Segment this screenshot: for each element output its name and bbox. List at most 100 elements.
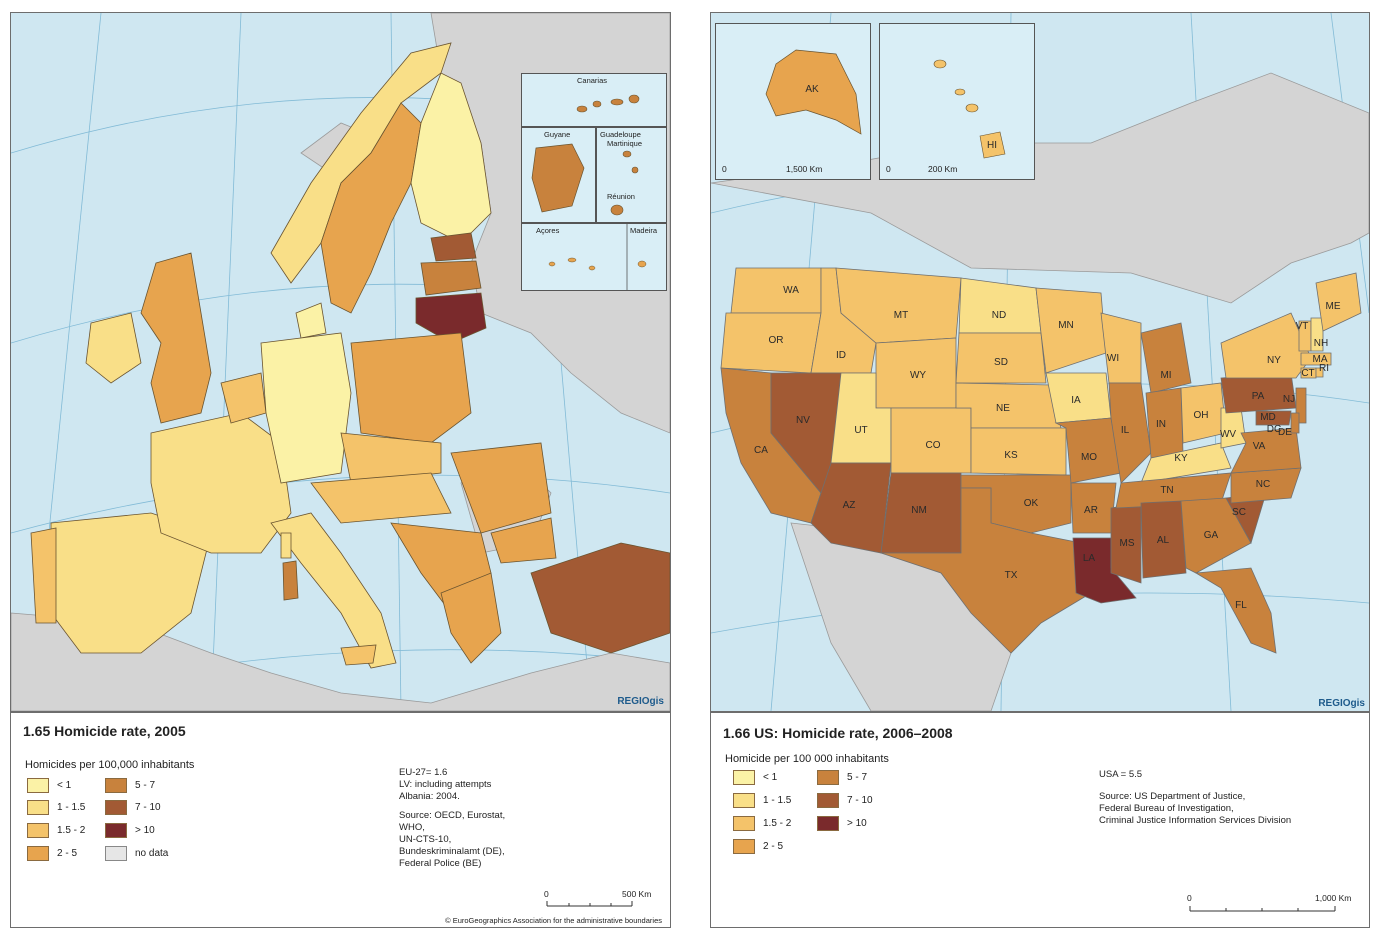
us-legend-item: 1.5 - 2	[733, 815, 791, 831]
us-source-line: Criminal Justice Information Services Di…	[1099, 815, 1292, 826]
state-label-ut: UT	[854, 425, 867, 436]
hi-scale-start: 0	[886, 164, 891, 174]
state-label-vt: VT	[1296, 321, 1309, 332]
state-label-wv: WV	[1220, 429, 1236, 440]
eu-legend-item: < 1	[27, 777, 71, 793]
state-label-il: IL	[1121, 425, 1130, 436]
region-romania	[450, 442, 552, 534]
us-legend-label: 2 - 5	[763, 840, 784, 852]
eu-legend-label: 1.5 - 2	[57, 824, 86, 836]
us-swatch	[733, 769, 755, 785]
state-region-nd	[958, 277, 1042, 334]
state-region-ct	[1300, 367, 1317, 379]
eu-note-line: EU-27= 1.6	[399, 767, 448, 778]
region-uk	[140, 252, 212, 424]
alaska-state	[765, 49, 862, 135]
eu-legend-label: > 10	[135, 824, 155, 836]
eu-swatch	[105, 799, 127, 815]
eu-legend-item: 1.5 - 2	[27, 822, 85, 838]
us-scale-bar: 0 1,000 Km	[1187, 893, 1367, 915]
us-scale-start: 0	[1187, 893, 1192, 903]
state-label-mn: MN	[1058, 320, 1074, 331]
state-label-ms: MS	[1120, 538, 1135, 549]
us-legend-item: 1 - 1.5	[733, 792, 791, 808]
us-legend-label: 7 - 10	[847, 794, 873, 806]
state-label-ok: OK	[1024, 498, 1039, 509]
inset-hawaii: HI 0 200 Km	[879, 23, 1035, 180]
region-finland	[410, 72, 492, 244]
state-region-ga	[1180, 497, 1252, 574]
eu-legend-label: no data	[135, 847, 169, 859]
state-label-mi: MI	[1160, 370, 1171, 381]
state-label-ga: GA	[1204, 530, 1219, 541]
state-label-ks: KS	[1004, 450, 1018, 461]
eu-swatch	[27, 777, 49, 793]
state-region-me	[1315, 272, 1362, 332]
us-states-layer	[720, 267, 1362, 654]
eu-swatch	[27, 845, 49, 861]
us-swatch	[817, 815, 839, 831]
state-label-ct: CT	[1301, 368, 1314, 379]
us-legend-item: < 1	[733, 769, 777, 785]
state-label-mt: MT	[894, 310, 908, 321]
inset-label-acores: Açores	[536, 226, 560, 235]
state-label-ny: NY	[1267, 355, 1281, 366]
state-label-oh: OH	[1194, 410, 1209, 421]
region-estonia	[430, 232, 477, 262]
us-swatch	[817, 769, 839, 785]
eu-legend-box: 1.65 Homicide rate, 2005 Homicides per 1…	[10, 712, 671, 928]
state-region-fl	[1194, 567, 1277, 654]
eu-map-panel: Canarias Guyane Guadeloupe Martinique Ré…	[10, 12, 671, 712]
state-label-wy: WY	[910, 370, 926, 381]
state-label-dc: DC	[1267, 424, 1281, 435]
eu-legend-label: 2 - 5	[57, 847, 78, 859]
eu-regiogis-logo: REGIOgis	[617, 696, 664, 707]
us-legend-label: 1 - 1.5	[763, 794, 792, 806]
us-legend-label: > 10	[847, 817, 867, 829]
eu-source-line: Source: OECD, Eurostat,	[399, 810, 506, 821]
region-latvia	[420, 260, 482, 296]
inset-label-martinique: Martinique	[607, 139, 643, 148]
us-legend-label: < 1	[763, 771, 778, 783]
region-france	[150, 412, 292, 554]
state-label-nh: NH	[1314, 338, 1328, 349]
state-region-ky	[1140, 442, 1232, 484]
state-label-co: CO	[926, 440, 941, 451]
region-denmark	[295, 302, 327, 339]
region-greece	[440, 572, 502, 664]
us-source: Source: US Department of Justice, Federa…	[1099, 791, 1291, 827]
eu-swatch	[105, 845, 127, 861]
state-region-wi	[1100, 312, 1142, 384]
state-label-hi: HI	[987, 140, 997, 151]
eu-legend-item: no data	[105, 845, 168, 861]
state-region-md	[1255, 410, 1292, 426]
us-source-line: Federal Bureau of Investigation,	[1099, 803, 1234, 814]
state-region-nh	[1310, 317, 1324, 352]
state-label-me: ME	[1326, 301, 1341, 312]
state-label-nm: NM	[911, 505, 927, 516]
state-label-ar: AR	[1084, 505, 1098, 516]
state-label-ia: IA	[1071, 395, 1081, 406]
inset-canarias: Canarias	[521, 73, 667, 127]
state-region-va	[1230, 427, 1302, 474]
eu-source-line: Federal Police (BE)	[399, 858, 482, 869]
region-austria-hu	[310, 472, 452, 524]
us-scale-end: 1,000 Km	[1315, 893, 1352, 903]
eu-swatch	[27, 799, 49, 815]
state-label-md: MD	[1260, 412, 1276, 423]
region-sardinia	[282, 560, 299, 601]
us-notes: USA = 5.5	[1099, 769, 1143, 780]
state-label-mo: MO	[1081, 452, 1097, 463]
state-region-il	[1108, 382, 1152, 484]
state-label-id: ID	[836, 350, 846, 361]
us-map: WA OR CA ID NV MT WY UT AZ CO NM ND SD NE KS OK TX MN IA MO…	[711, 13, 1369, 711]
state-label-az: AZ	[843, 500, 856, 511]
us-regiogis-logo: REGIOgis	[1318, 698, 1365, 709]
inset-acores-madeira: Açores Madeira	[521, 223, 667, 291]
us-source-line: Source: US Department of Justice,	[1099, 791, 1246, 802]
eu-swatch	[105, 777, 127, 793]
inset-label-guadeloupe: Guadeloupe	[600, 130, 641, 139]
us-legend-label: 5 - 7	[847, 771, 868, 783]
eu-legend-item: > 10	[105, 822, 155, 838]
eu-scale-bar: 0 500 Km	[544, 889, 654, 909]
